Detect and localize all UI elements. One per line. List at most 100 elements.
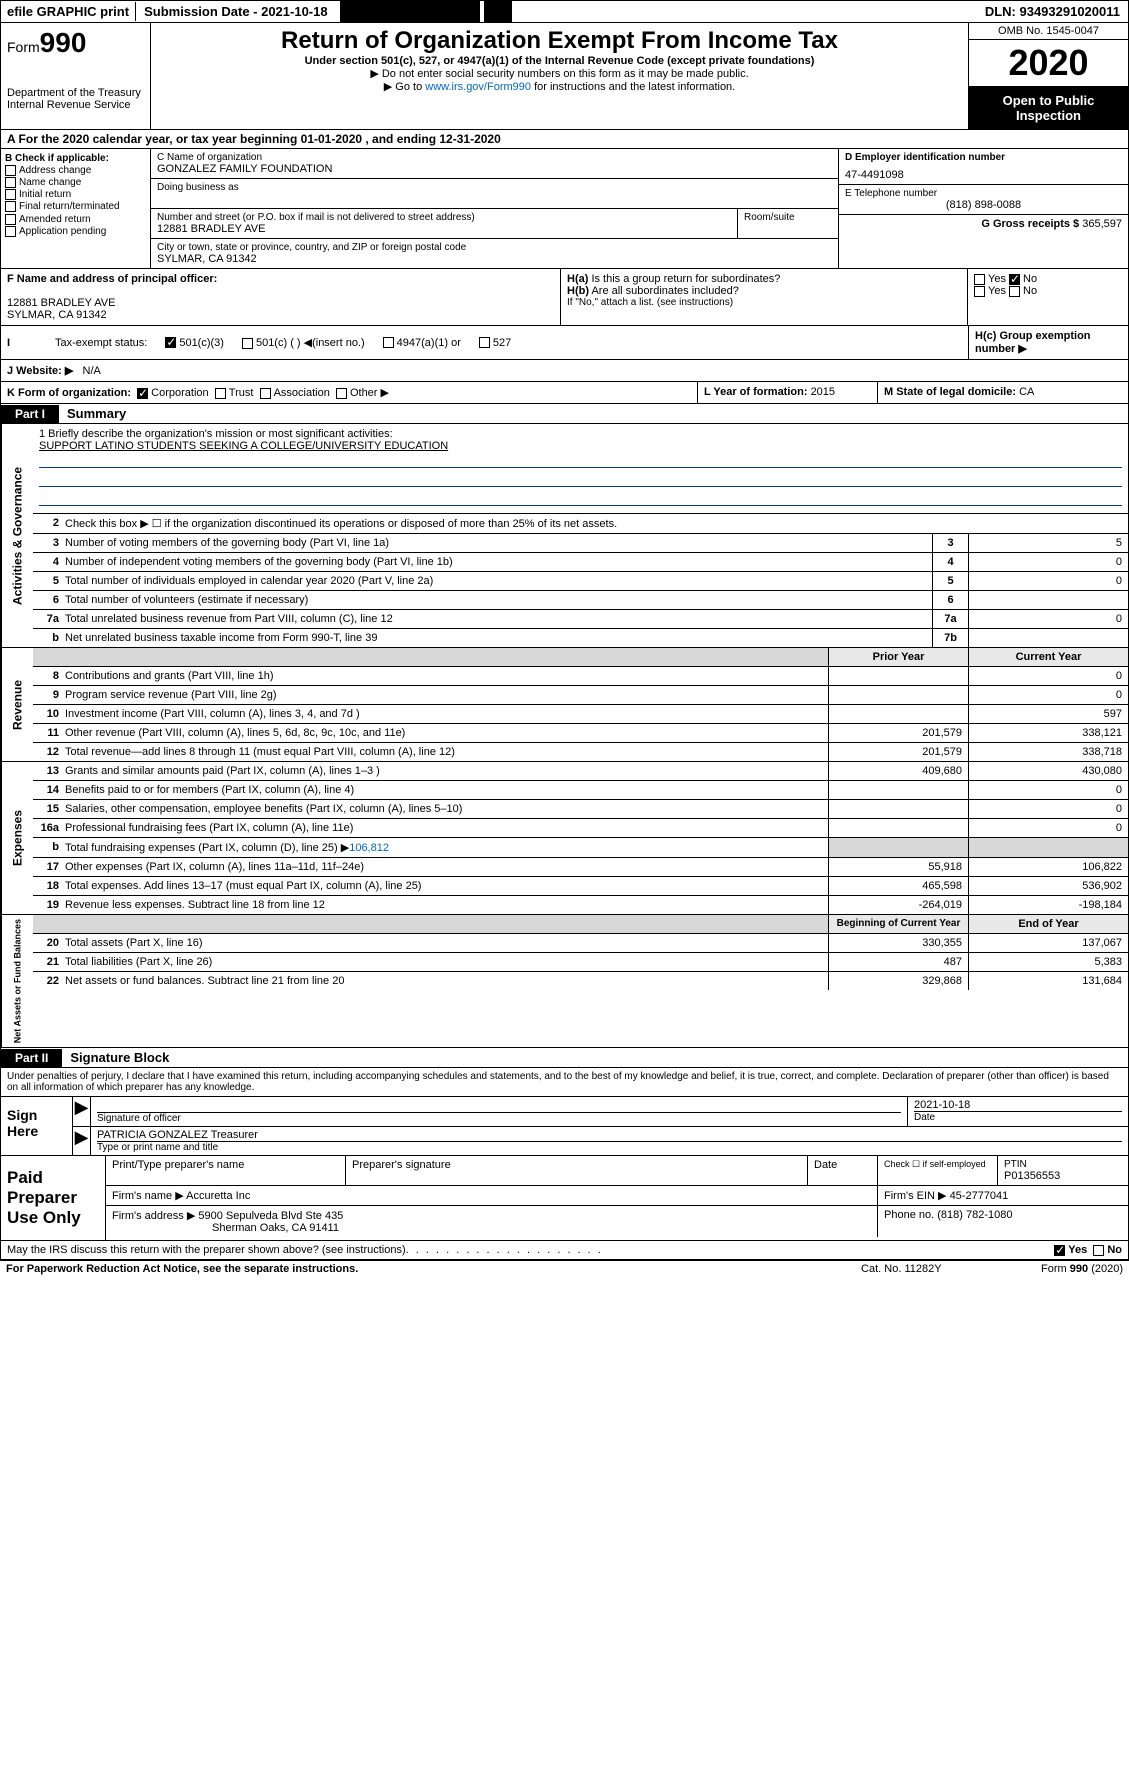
line-3: Number of voting members of the governin… [61,534,932,552]
line-11: Other revenue (Part VIII, column (A), li… [61,724,828,742]
cb-final[interactable]: Final return/terminated [5,201,146,212]
g-label: G Gross receipts $ [981,218,1082,230]
m-cell: M State of legal domicile: CA [878,382,1128,403]
blank-btn-2[interactable] [484,1,512,22]
dept-label: Department of the Treasury Internal Reve… [7,87,144,111]
line-10: Investment income (Part VIII, column (A)… [61,705,828,723]
cb-501c[interactable]: 501(c) ( ) ◀(insert no.) [242,336,365,349]
line-21: Total liabilities (Part X, line 26) [61,953,828,971]
form-title: Return of Organization Exempt From Incom… [157,27,962,55]
prep-date-hdr: Date [808,1156,878,1185]
cb-application[interactable]: Application pending [5,226,146,237]
part1-title: Summary [59,404,134,423]
net-assets-section: Net Assets or Fund Balances Beginning of… [0,915,1129,1048]
sig-name-label: Type or print name and title [97,1142,1122,1153]
line-14: Benefits paid to or for members (Part IX… [61,781,828,799]
officer-addr2: SYLMAR, CA 91342 [7,309,107,321]
sig-officer-label: Signature of officer [97,1113,901,1124]
cb-initial[interactable]: Initial return [5,189,146,200]
j-label: J Website: ▶ [7,365,73,377]
prep-sig-hdr: Preparer's signature [346,1156,808,1185]
firm-addr2: Sherman Oaks, CA 91411 [212,1222,339,1234]
discuss-row: May the IRS discuss this return with the… [0,1241,1129,1260]
sig-name: PATRICIA GONZALEZ Treasurer [97,1129,1122,1142]
footer-mid: Cat. No. 11282Y [861,1263,1041,1275]
footer-row: For Paperwork Reduction Act Notice, see … [0,1260,1129,1277]
addr-label: Number and street (or P.O. box if mail i… [157,212,731,223]
cb-other[interactable] [336,388,347,399]
status-row: I Tax-exempt status: 501(c)(3) 501(c) ( … [0,326,1129,360]
efile-label[interactable]: efile GRAPHIC print [1,2,135,21]
cb-amended[interactable]: Amended return [5,214,146,225]
top-bar: efile GRAPHIC print Submission Date - 20… [0,0,1129,23]
governance-section: Activities & Governance 1 Briefly descri… [0,424,1129,648]
discuss-yes[interactable]: Yes [1054,1244,1087,1256]
d-label: D Employer identification number [845,152,1005,163]
f-label: F Name and address of principal officer: [7,273,217,285]
line-16b: Total fundraising expenses (Part IX, col… [61,838,828,857]
part1-header: Part I Summary [0,404,1129,424]
prep-check-hdr: Check ☐ if self-employed [878,1156,998,1185]
officer-addr1: 12881 BRADLEY AVE [7,297,115,309]
hdr-current: Current Year [968,648,1128,666]
cb-4947[interactable]: 4947(a)(1) or [383,337,461,349]
hb-note: If "No," attach a list. (see instruction… [567,297,961,308]
discuss-text: May the IRS discuss this return with the… [7,1244,406,1256]
cb-501c3[interactable]: 501(c)(3) [165,337,224,349]
val-4: 0 [968,553,1128,571]
open-inspection: Open to Public Inspection [969,87,1128,129]
tax-year: 2020 [969,40,1128,87]
line-12: Total revenue—add lines 8 through 11 (mu… [61,743,828,761]
vlabel-expenses: Expenses [1,762,33,914]
cb-address[interactable]: Address change [5,165,146,176]
ha-answer: Yes No [974,273,1122,285]
line-7a: Total unrelated business revenue from Pa… [61,610,932,628]
footer-right: Form 990 (2020) [1041,1263,1123,1275]
form-header: Form990 Department of the Treasury Inter… [0,23,1129,130]
org-info-block: B Check if applicable: Address change Na… [0,149,1129,269]
cb-527[interactable]: 527 [479,337,511,349]
org-address: 12881 BRADLEY AVE [157,223,731,235]
hdr-beg: Beginning of Current Year [828,915,968,933]
paid-preparer-section: Paid Preparer Use Only Print/Type prepar… [0,1156,1129,1241]
city-label: City or town, state or province, country… [157,242,832,253]
cb-name[interactable]: Name change [5,177,146,188]
subtitle-2: ▶ Do not enter social security numbers o… [157,67,962,80]
website-value: N/A [83,365,101,377]
dln-label: DLN: 93493291020011 [977,2,1128,21]
vlabel-revenue: Revenue [1,648,33,761]
expenses-section: Expenses 13Grants and similar amounts pa… [0,762,1129,915]
mission-text: SUPPORT LATINO STUDENTS SEEKING A COLLEG… [39,440,1122,452]
blank-btn-1[interactable] [340,1,480,22]
line-7b: Net unrelated business taxable income fr… [61,629,932,647]
declaration-text: Under penalties of perjury, I declare th… [1,1068,1128,1097]
hb-answer: Yes No [974,285,1122,297]
sign-here-label: Sign Here [1,1097,73,1155]
line-5: Total number of individuals employed in … [61,572,932,590]
website-row: J Website: ▶ N/A [0,360,1129,382]
sig-date: 2021-10-18 [914,1099,1122,1112]
firm-phone: (818) 782-1080 [937,1209,1012,1221]
part2-tab: Part II [1,1049,62,1067]
firm-phone-label: Phone no. [884,1209,934,1221]
vlabel-net: Net Assets or Fund Balances [1,915,33,1047]
dba-label: Doing business as [157,182,832,193]
submission-date: Submission Date - 2021-10-18 [135,2,336,21]
val-3: 5 [968,534,1128,552]
c-label: C Name of organization [157,152,832,163]
cb-corp[interactable] [137,388,148,399]
cb-trust[interactable] [215,388,226,399]
discuss-no[interactable]: No [1093,1244,1122,1256]
firm-addr-label: Firm's address ▶ [112,1210,195,1222]
irs-link[interactable]: www.irs.gov/Form990 [425,81,531,93]
hdr-prior: Prior Year [828,648,968,666]
cb-assoc[interactable] [260,388,271,399]
line-9: Program service revenue (Part VIII, line… [61,686,828,704]
line-17: Other expenses (Part IX, column (A), lin… [61,858,828,876]
firm-ein: 45-2777041 [950,1190,1009,1202]
firm-name: Accuretta Inc [186,1190,250,1202]
tax-period: A For the 2020 calendar year, or tax yea… [0,130,1129,149]
val-7b [968,629,1128,647]
val-5: 0 [968,572,1128,590]
gross-receipts: 365,597 [1082,218,1122,230]
